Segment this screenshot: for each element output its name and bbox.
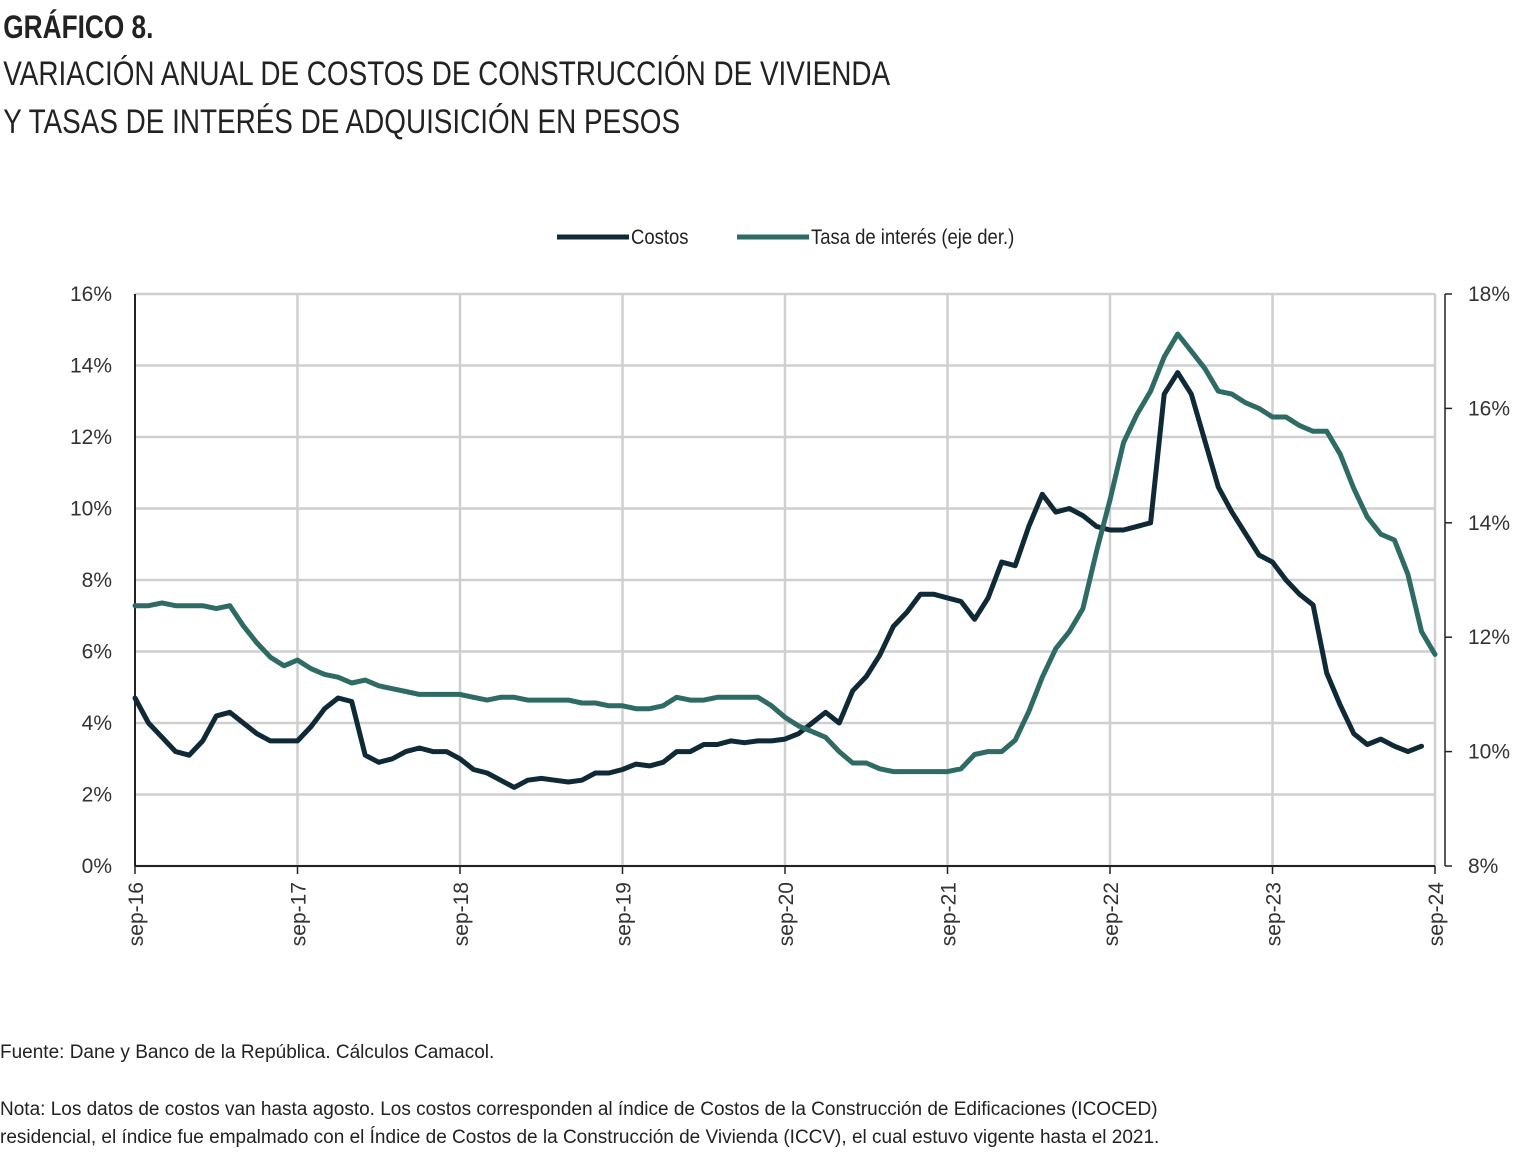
y2-tick-label: 8% bbox=[1468, 855, 1498, 878]
y-tick-label: 2% bbox=[82, 784, 112, 807]
chart-subtitle: Y TASAS DE INTERÉS DE ADQUISICIÓN EN PES… bbox=[3, 102, 680, 140]
series-line bbox=[132, 331, 1438, 775]
y-tick-label: 14% bbox=[70, 355, 112, 378]
legend-label: Tasa de interés (eje der.) bbox=[811, 226, 1014, 249]
legend-label: Costos bbox=[631, 226, 689, 249]
source: Fuente: Dane y Banco de la República. Cá… bbox=[0, 1042, 494, 1063]
x-tick-label: sep-24 bbox=[1425, 882, 1448, 947]
y2-tick-label: 16% bbox=[1468, 397, 1510, 420]
y-tick-label: 16% bbox=[70, 283, 112, 306]
note: Nota: Los datos de costos van hasta agos… bbox=[0, 1099, 1158, 1120]
x-tick-label: sep-18 bbox=[450, 882, 473, 946]
y-tick-label: 6% bbox=[82, 641, 112, 664]
x-tick-label: sep-17 bbox=[288, 882, 311, 946]
chart-subtitle: VARIACIÓN ANUAL DE COSTOS DE CONSTRUCCIÓ… bbox=[3, 54, 890, 92]
y2-tick-label: 10% bbox=[1468, 741, 1510, 764]
y-tick-label: 12% bbox=[70, 426, 112, 449]
x-tick-label: sep-20 bbox=[775, 882, 798, 946]
y2-tick-label: 18% bbox=[1468, 283, 1510, 306]
x-tick-label: sep-16 bbox=[125, 882, 148, 946]
y-tick-label: 4% bbox=[82, 712, 112, 735]
x-tick-label: sep-22 bbox=[1100, 882, 1123, 946]
y-tick-label: 10% bbox=[70, 498, 112, 521]
x-tick-label: sep-19 bbox=[613, 882, 636, 946]
note: residencial, el índice fue empalmado con… bbox=[0, 1127, 1159, 1148]
y2-tick-label: 14% bbox=[1468, 512, 1510, 535]
chart-title: GRÁFICO 8. bbox=[3, 8, 153, 45]
x-tick-label: sep-21 bbox=[938, 882, 961, 946]
x-tick-label: sep-23 bbox=[1263, 882, 1286, 946]
y2-tick-label: 12% bbox=[1468, 626, 1510, 649]
y-tick-label: 8% bbox=[82, 569, 112, 592]
y-tick-label: 0% bbox=[82, 855, 112, 878]
series-line bbox=[132, 370, 1424, 790]
